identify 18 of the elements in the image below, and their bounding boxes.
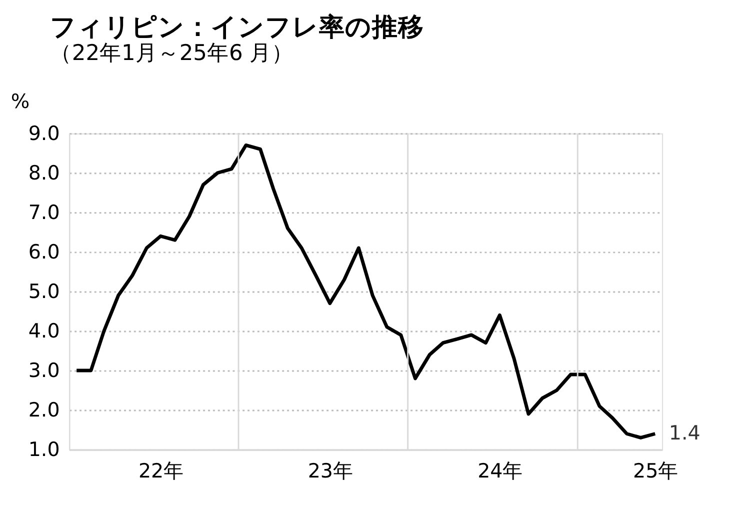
y-tick-label: 7.0 xyxy=(28,200,60,224)
x-tick-label: 25年 xyxy=(633,460,678,483)
y-tick-label: 6.0 xyxy=(28,240,60,264)
y-tick-label: 2.0 xyxy=(28,398,60,422)
y-tick-label: 5.0 xyxy=(28,280,60,303)
line-series xyxy=(74,143,657,440)
y-tick-label: 3.0 xyxy=(28,358,60,382)
y-tick-label: 4.0 xyxy=(28,319,60,342)
y-tick-label: 1.0 xyxy=(28,438,60,461)
chart-title: フィリピン：インフレ率の推移 xyxy=(50,12,424,43)
x-tick-label: 23年 xyxy=(308,460,353,483)
y-axis-title: % xyxy=(10,90,30,114)
annotation: 1.4 xyxy=(668,422,700,445)
y-tick-label: 9.0 xyxy=(28,122,60,145)
x-tick-label: 22年 xyxy=(138,460,184,483)
y-tick-label: 8.0 xyxy=(28,161,60,184)
x-tick-label: 24年 xyxy=(478,460,523,483)
chart-subtitle: （22年1月～25年6 月） xyxy=(50,41,294,66)
